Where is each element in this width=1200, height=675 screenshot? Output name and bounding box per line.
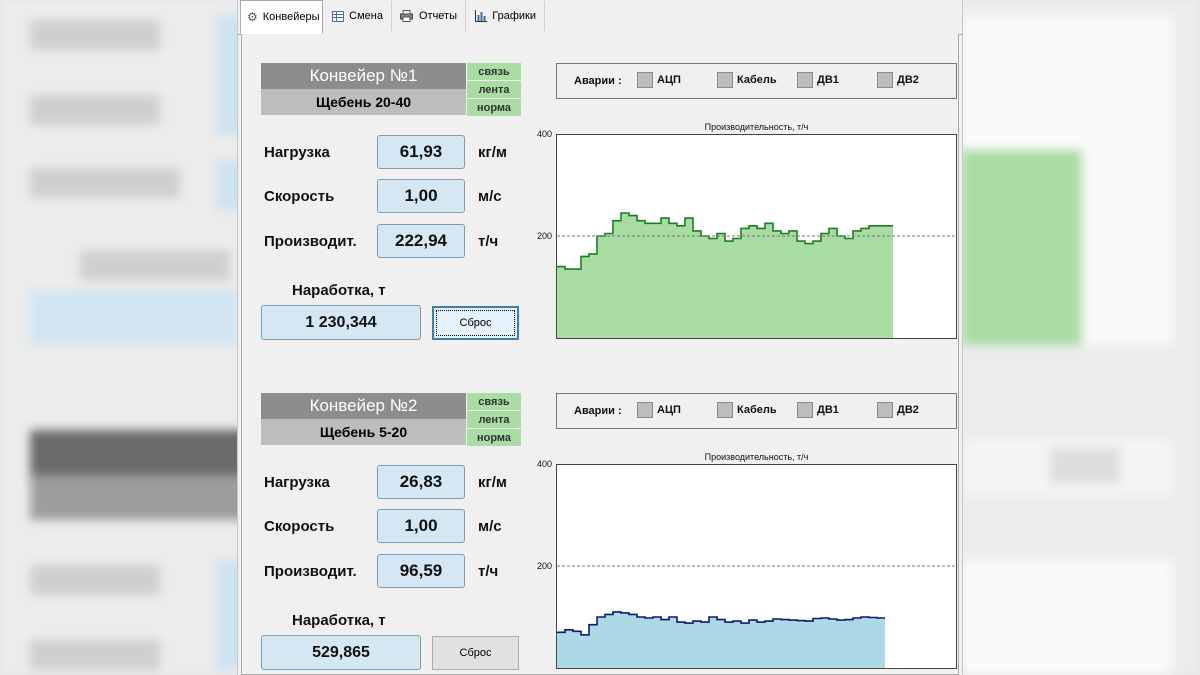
load-value: 26,83 bbox=[377, 465, 465, 499]
alarm-indicator bbox=[637, 72, 653, 88]
chart-title: Производительность, т/ч bbox=[704, 122, 809, 132]
productivity-unit: т/ч bbox=[478, 233, 499, 250]
tab-conveyors[interactable]: ⚙ Конвейеры bbox=[240, 0, 323, 34]
alarm-indicator bbox=[717, 72, 733, 88]
alarm-indicator bbox=[717, 402, 733, 418]
gear-icon: ⚙ bbox=[247, 10, 258, 24]
tab-graphs[interactable]: Графики bbox=[469, 1, 545, 31]
tab-panel-conveyors: Конвейер №1 Щебень 20-40 связь лента нор… bbox=[241, 34, 959, 675]
alarm-indicator bbox=[797, 402, 813, 418]
alarm-adc: АЦП bbox=[637, 402, 681, 418]
alarm-dv2: ДВ2 bbox=[877, 72, 919, 88]
productivity-value: 222,94 bbox=[377, 224, 465, 258]
load-value: 61,93 bbox=[377, 135, 465, 169]
load-unit: кг/м bbox=[478, 474, 508, 491]
tab-label: Отчеты bbox=[418, 10, 457, 22]
alarm-cable: Кабель bbox=[717, 402, 777, 418]
tab-reports[interactable]: Отчеты bbox=[394, 1, 466, 31]
series-line bbox=[557, 611, 885, 636]
y-tick-label: 400 bbox=[537, 129, 552, 139]
tab-label: Конвейеры bbox=[262, 11, 320, 23]
alarms-panel: Аварии : АЦП Кабель ДВ1 ДВ2 bbox=[556, 393, 957, 429]
status-badge-norm: норма bbox=[467, 429, 521, 446]
bar-chart-icon bbox=[475, 9, 488, 23]
alarms-label: Аварии : bbox=[574, 405, 622, 417]
productivity-chart: 400 200 bbox=[537, 129, 957, 339]
runtime-label: Наработка, т bbox=[292, 612, 386, 629]
speed-unit: м/с bbox=[478, 518, 502, 535]
conveyor-title: Конвейер №2 bbox=[261, 393, 466, 419]
y-tick-label: 200 bbox=[537, 231, 552, 241]
tab-label: Графики bbox=[492, 10, 536, 22]
speed-value: 1,00 bbox=[377, 509, 465, 543]
conveyor-2-block: Конвейер №2 Щебень 5-20 связь лента норм… bbox=[242, 364, 960, 670]
alarm-indicator bbox=[877, 72, 893, 88]
table-icon bbox=[332, 9, 345, 23]
alarm-indicator bbox=[877, 402, 893, 418]
runtime-value: 1 230,344 bbox=[261, 305, 421, 340]
y-tick-label: 200 bbox=[537, 561, 552, 571]
conveyor-title: Конвейер №1 bbox=[261, 63, 466, 89]
alarms-label: Аварии : bbox=[574, 75, 622, 87]
alarm-indicator bbox=[797, 72, 813, 88]
reset-button[interactable]: Сброс bbox=[432, 636, 519, 670]
productivity-value: 96,59 bbox=[377, 554, 465, 588]
alarms-panel: Аварии : АЦП Кабель ДВ1 ДВ2 bbox=[556, 63, 957, 99]
printer-icon bbox=[400, 9, 414, 23]
main-window: ⚙ Конвейеры Смена Отчеты Графики Конвейе… bbox=[237, 0, 963, 675]
productivity-label: Производит. bbox=[264, 233, 357, 250]
runtime-label: Наработка, т bbox=[292, 282, 386, 299]
conveyor-material: Щебень 20-40 bbox=[261, 89, 466, 115]
series-line bbox=[557, 212, 893, 270]
tab-shift[interactable]: Смена bbox=[326, 1, 392, 31]
runtime-value: 529,865 bbox=[261, 635, 421, 670]
alarm-adc: АЦП bbox=[637, 72, 681, 88]
alarm-dv2: ДВ2 bbox=[877, 402, 919, 418]
tab-bar: ⚙ Конвейеры Смена Отчеты Графики bbox=[238, 0, 962, 35]
load-label: Нагрузка bbox=[264, 144, 330, 161]
status-badge-link: связь bbox=[467, 63, 521, 80]
conveyor-material: Щебень 5-20 bbox=[261, 419, 466, 445]
speed-label: Скорость bbox=[264, 188, 335, 205]
status-badge-link: связь bbox=[467, 393, 521, 410]
speed-value: 1,00 bbox=[377, 179, 465, 213]
status-badge-belt: лента bbox=[467, 81, 521, 98]
chart-title: Производительность, т/ч bbox=[704, 452, 809, 462]
conveyor-1-block: Конвейер №1 Щебень 20-40 связь лента нор… bbox=[242, 34, 960, 340]
speed-unit: м/с bbox=[478, 188, 502, 205]
status-badge-norm: норма bbox=[467, 99, 521, 116]
alarm-dv1: ДВ1 bbox=[797, 402, 839, 418]
load-label: Нагрузка bbox=[264, 474, 330, 491]
speed-label: Скорость bbox=[264, 518, 335, 535]
y-tick-label: 400 bbox=[537, 459, 552, 469]
alarm-indicator bbox=[637, 402, 653, 418]
alarm-cable: Кабель bbox=[717, 72, 777, 88]
status-badge-belt: лента bbox=[467, 411, 521, 428]
tab-label: Смена bbox=[349, 10, 383, 22]
productivity-unit: т/ч bbox=[478, 563, 499, 580]
reset-button[interactable]: Сброс bbox=[432, 306, 519, 340]
productivity-chart: 400 200 bbox=[537, 459, 957, 669]
load-unit: кг/м bbox=[478, 144, 508, 161]
series-area bbox=[557, 611, 885, 668]
productivity-label: Производит. bbox=[264, 563, 357, 580]
alarm-dv1: ДВ1 bbox=[797, 72, 839, 88]
